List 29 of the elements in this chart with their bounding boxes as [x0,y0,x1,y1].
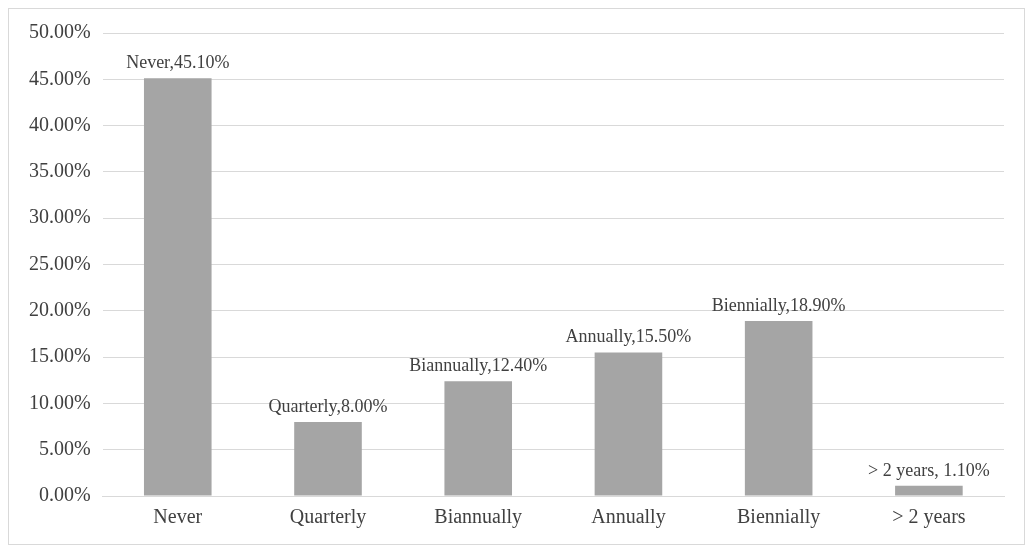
y-tick-label: 30.00% [28,205,91,228]
x-tick-label: Biannually [434,505,523,529]
x-tick-label: > 2 years [892,505,966,529]
bar [294,421,362,496]
x-tick-label: Biennially [737,505,821,529]
y-tick-label: 40.00% [28,112,91,135]
data-label: Quarterly,8.00% [268,395,388,416]
x-tick-label: Never [153,505,203,528]
y-tick-label: 25.00% [28,251,91,274]
data-label: Never,45.10% [126,52,230,73]
data-label: > 2 years, 1.10% [868,459,990,480]
y-tick-label: 35.00% [28,159,91,182]
y-tick-label: 10.00% [28,390,91,413]
data-label: Biennially,18.90% [711,294,846,315]
data-label: Biannually,12.40% [409,354,548,375]
bar [594,352,663,496]
bar [895,485,963,496]
bar [143,78,212,496]
bar [744,320,813,496]
x-tick-label: Annually [591,505,666,529]
y-tick-label: 45.00% [28,66,91,89]
bar [444,381,513,496]
x-tick-label: Quarterly [289,505,367,529]
y-tick-label: 50.00% [28,20,91,43]
y-tick-label: 5.00% [38,436,91,459]
y-tick-label: 0.00% [38,483,91,506]
data-label: Annually,15.50% [565,326,692,347]
y-tick-label: 20.00% [28,298,91,321]
y-tick-label: 15.00% [28,344,91,367]
